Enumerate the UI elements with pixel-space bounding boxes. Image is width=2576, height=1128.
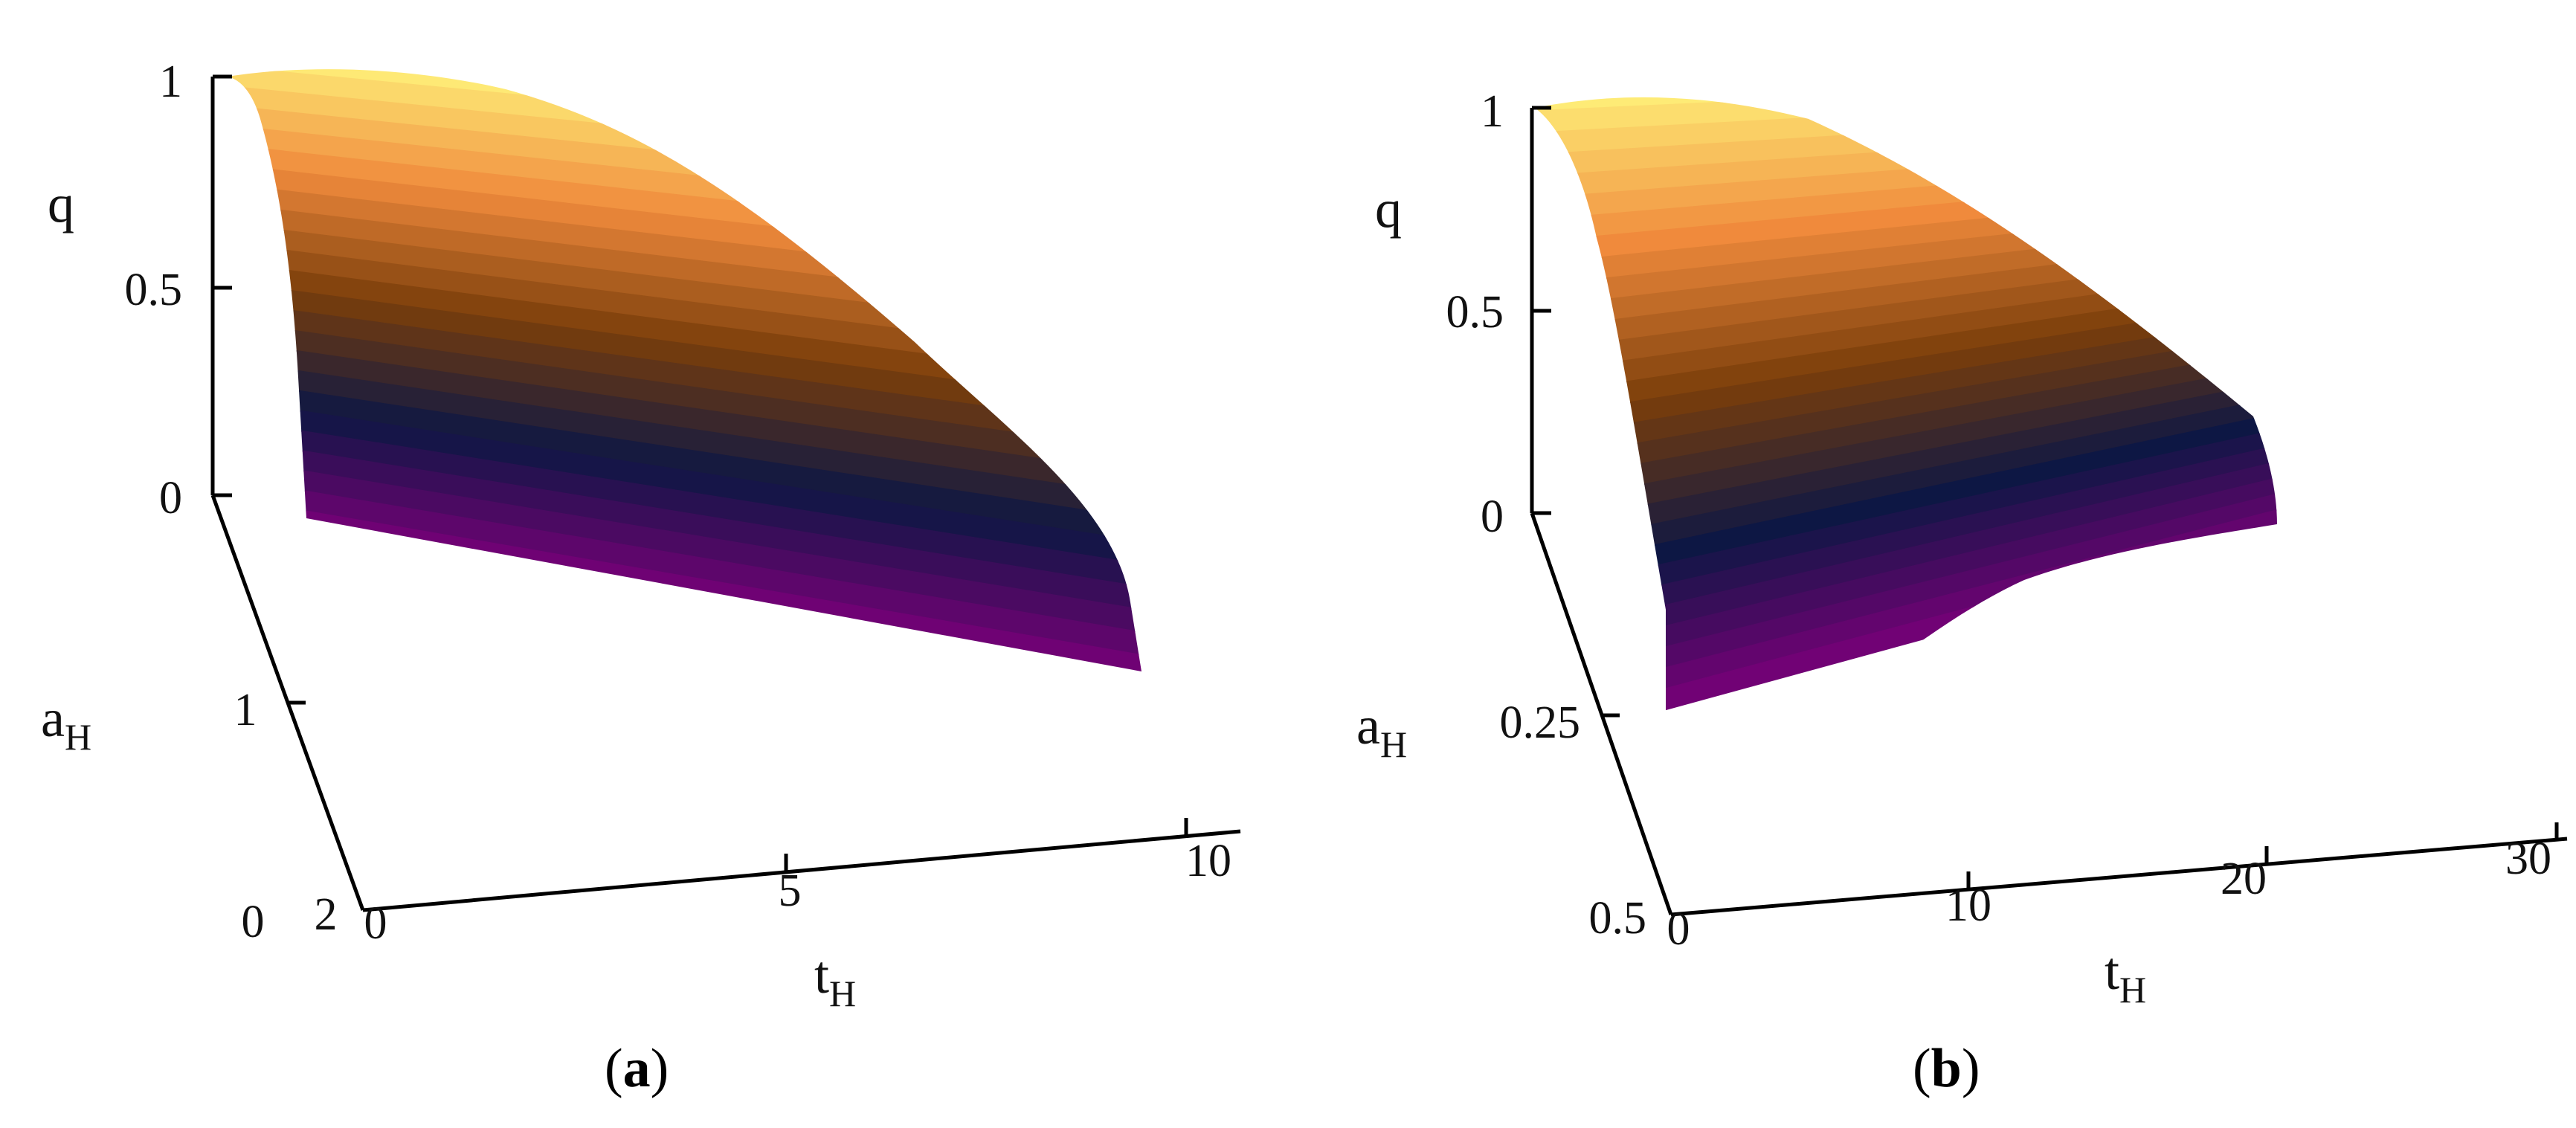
y-axis-b [1530,512,1673,915]
surface-band [228,239,1142,386]
surface-band [228,376,1142,546]
x-axis-a [362,829,1241,912]
y-axis-label-b: aH [1356,696,1407,765]
y-tick-label: 2 [315,889,338,940]
z-tick-label: 1 [159,57,182,107]
x-tick-label: 20 [2221,854,2267,904]
surface-band [228,435,1142,614]
surface-band [1535,265,2277,400]
x-tick-label: 10 [1945,880,1991,931]
x-tick-label: 0 [1667,904,1690,955]
surface-band [1535,488,2277,709]
surface-band [1535,393,2277,576]
z-tick-labels-a: 1 0.5 0 [125,57,183,523]
x-tick-label: 30 [2505,834,2551,884]
x-axis-label-a: tH [814,945,856,1014]
z-axis-label-b: q [1375,179,1402,239]
axes-b [1530,106,2568,917]
caption-b: (b) [1913,1038,1980,1099]
axes-a [210,74,1241,912]
surface-band [1535,97,2277,113]
y-axis-label-a: aH [41,689,91,758]
surface-band [1535,408,2277,599]
x-tick-labels-b: 0 10 20 30 [1667,834,2552,955]
surface-b [1535,97,2277,752]
surface-band [1535,297,2277,444]
x-tick-labels-a: 0 5 10 [364,836,1232,949]
y-tick-label: 0.5 [1589,893,1647,944]
y-tick-label: 1 [234,685,257,735]
svg-text:tH: tH [814,945,856,1014]
y-tick-labels-b: 0.25 0.5 [1500,697,1647,944]
surface-band [228,396,1142,568]
x-axis-label-b: tH [2105,941,2146,1011]
surface-band [228,259,1142,409]
z-tick-label: 1 [1481,86,1504,137]
caption-a: (a) [605,1038,669,1099]
surface-band [228,298,1142,454]
x-axis-b [1670,837,2568,917]
surface-band [228,279,1142,432]
y-tick-label: 0 [242,897,265,947]
z-axis-label-a: q [48,174,74,233]
x-tick-label: 0 [364,898,387,949]
svg-text:aH: aH [1356,696,1407,765]
surface-band [228,474,1142,660]
surface-plot-a: 1 0.5 0 0 1 2 0 5 10 q aH tH [41,57,1241,1014]
svg-text:tH: tH [2105,941,2146,1011]
surface-band [1535,329,2277,488]
surface-band [1535,361,2277,532]
surface-a [228,69,1142,671]
surface-band [1535,471,2277,686]
surface-band [1535,376,2277,554]
surface-band [1535,424,2277,620]
z-tick-label: 0 [1481,492,1504,542]
surface-band [1535,456,2277,665]
x-tick-label: 5 [779,866,802,916]
surface-band [1535,313,2277,466]
surface-band [228,415,1142,591]
z-tick-label: 0.5 [125,265,183,315]
surface-band [228,337,1142,500]
surface-band [228,357,1142,523]
z-tick-label: 0.5 [1446,287,1504,338]
surface-band [1535,345,2277,510]
surface-band [228,318,1142,477]
surface-band [228,454,1142,636]
x-tick-label: 10 [1185,836,1231,886]
surface-plot-b: 1 0.5 0 0.25 0.5 0 10 20 30 q aH tH [1356,86,2568,1011]
surface-band [1535,440,2277,642]
svg-text:aH: aH [41,689,91,758]
surface-band [1535,281,2277,422]
y-tick-labels-a: 0 1 2 [234,685,338,947]
z-tick-label: 0 [159,473,182,523]
z-tick-labels-b: 1 0.5 0 [1446,86,1504,542]
y-tick-label: 0.25 [1500,697,1581,748]
